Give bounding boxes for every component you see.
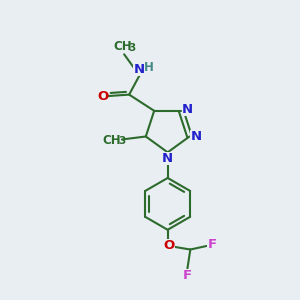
Text: F: F — [207, 238, 216, 251]
Text: O: O — [97, 90, 108, 103]
Text: 3: 3 — [128, 43, 135, 53]
Text: 3: 3 — [118, 136, 125, 146]
Text: CH: CH — [103, 134, 121, 146]
Text: H: H — [144, 61, 154, 74]
Text: N: N — [190, 130, 202, 143]
Text: F: F — [183, 268, 192, 282]
Text: CH: CH — [113, 40, 132, 53]
Text: O: O — [164, 239, 175, 253]
Text: N: N — [182, 103, 193, 116]
Text: N: N — [162, 152, 173, 165]
Text: N: N — [133, 63, 144, 76]
